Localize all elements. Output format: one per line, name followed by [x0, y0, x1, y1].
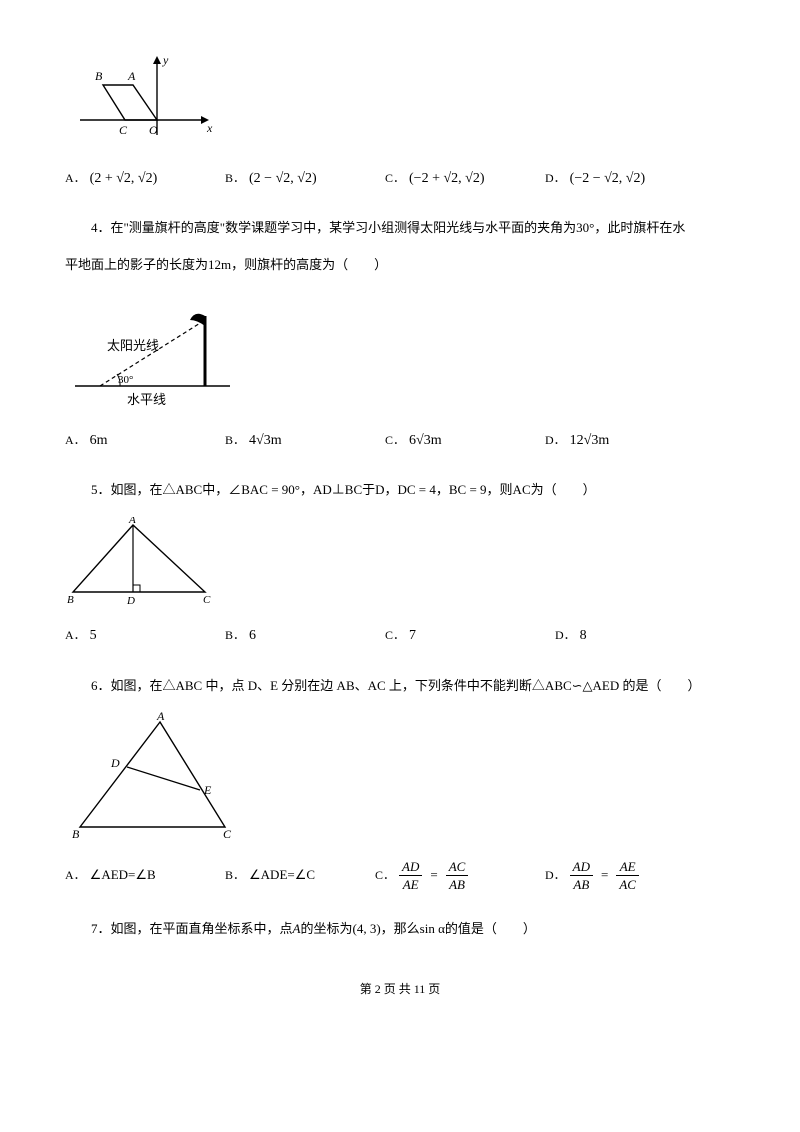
q3-option-b[interactable]: B． (2 − √2, √2): [225, 168, 385, 190]
q3-option-d[interactable]: D． (−2 − √2, √2): [545, 168, 645, 190]
option-label: A．: [65, 626, 86, 645]
option-value: 7: [409, 625, 416, 647]
q4-svg: 太阳光线 30° 水平线: [65, 292, 240, 412]
q5-option-d[interactable]: D． 8: [555, 625, 587, 647]
q6-figure: A B C D E: [65, 712, 735, 842]
label-sun: 太阳光线: [107, 338, 159, 353]
q6-option-a[interactable]: A． ∠AED=∠B: [65, 865, 225, 886]
q4-option-c[interactable]: C． 6√3m: [385, 430, 545, 452]
q6-option-b[interactable]: B． ∠ADE=∠C: [225, 865, 375, 886]
label-horizon: 水平线: [127, 392, 166, 407]
page-footer: 第 2 页 共 11 页: [65, 980, 735, 999]
label-A: A: [127, 69, 136, 83]
label-angle: 30°: [118, 374, 133, 386]
label-B: B: [67, 594, 74, 606]
fraction-lhs: AD AB: [570, 860, 593, 891]
option-label: C．: [385, 169, 405, 188]
q3-option-a[interactable]: A． (2 + √2, √2): [65, 168, 225, 190]
option-label: B．: [225, 626, 245, 645]
option-value: 6m: [90, 430, 108, 452]
option-value: 6√3m: [409, 430, 442, 452]
q5-option-b[interactable]: B． 6: [225, 625, 385, 647]
q4-text-line2: 平地面上的影子的长度为12m，则旗杆的高度为（ ）: [65, 255, 735, 276]
label-E: E: [203, 783, 212, 797]
q6-svg: A B C D E: [65, 712, 245, 842]
option-label: D．: [545, 169, 566, 188]
q4-figure: 太阳光线 30° 水平线: [65, 292, 735, 412]
q3-option-c[interactable]: C． (−2 + √2, √2): [385, 168, 545, 190]
q4-option-d[interactable]: D． 12√3m: [545, 430, 609, 452]
q4-text: 4．在"测量旗杆的高度"数学课题学习中，某学习小组测得太阳光线与水平面的夹角为3…: [65, 218, 735, 239]
option-value: 8: [580, 625, 587, 647]
option-label: B．: [225, 169, 245, 188]
option-value: (2 + √2, √2): [90, 168, 158, 190]
option-value: (−2 − √2, √2): [570, 168, 645, 190]
q5-option-c[interactable]: C． 7: [385, 625, 555, 647]
q5-figure: A B D C: [65, 517, 735, 607]
q5-text: 5．如图，在△ABC中，∠BAC = 90°，AD⊥BC于D，DC = 4，BC…: [65, 480, 735, 501]
q6-option-c[interactable]: C． AD AE = AC AB: [375, 860, 545, 891]
q5-svg: A B D C: [65, 517, 225, 607]
q4-option-b[interactable]: B． 4√3m: [225, 430, 385, 452]
q5-option-a[interactable]: A． 5: [65, 625, 225, 647]
q5-options: A． 5 B． 6 C． 7 D． 8: [65, 625, 735, 647]
label-D: D: [110, 756, 120, 770]
option-label: C．: [385, 431, 405, 450]
fraction-rhs: AC AB: [446, 860, 469, 891]
label-C: C: [223, 827, 232, 841]
option-label: D．: [545, 866, 566, 885]
option-label: C．: [385, 626, 405, 645]
option-value: 6: [249, 625, 256, 647]
label-y: y: [162, 53, 169, 67]
option-label: B．: [225, 431, 245, 450]
option-value: (2 − √2, √2): [249, 168, 317, 190]
label-O: O: [149, 123, 158, 137]
q4-options: A． 6m B． 4√3m C． 6√3m D． 12√3m: [65, 430, 735, 452]
q6-options: A． ∠AED=∠B B． ∠ADE=∠C C． AD AE = AC AB D…: [65, 860, 735, 891]
label-A: A: [156, 712, 165, 723]
fraction-rhs: AE AC: [616, 860, 639, 891]
option-label: D．: [545, 431, 566, 450]
option-label: C．: [375, 866, 395, 885]
q3-svg: y x B A C O: [65, 50, 215, 150]
q3-options: A． (2 + √2, √2) B． (2 − √2, √2) C． (−2 +…: [65, 168, 735, 190]
option-value: ∠ADE=∠C: [249, 865, 315, 886]
option-label: A．: [65, 431, 86, 450]
label-x: x: [206, 121, 213, 135]
option-label: A．: [65, 866, 86, 885]
option-value: 12√3m: [570, 430, 610, 452]
label-B: B: [95, 69, 103, 83]
option-label: A．: [65, 169, 86, 188]
q6-text: 6．如图，在△ABC 中，点 D、E 分别在边 AB、AC 上，下列条件中不能判…: [65, 676, 735, 697]
q7-text: 7．如图，在平面直角坐标系中，点A的坐标为(4, 3)，那么sin α的值是（ …: [65, 919, 735, 940]
option-value: 4√3m: [249, 430, 282, 452]
fraction-lhs: AD AE: [399, 860, 422, 891]
option-value: 5: [90, 625, 97, 647]
label-D: D: [126, 595, 135, 607]
option-label: B．: [225, 866, 245, 885]
label-B: B: [72, 827, 80, 841]
label-A: A: [128, 517, 136, 526]
label-C: C: [119, 123, 128, 137]
q4-option-a[interactable]: A． 6m: [65, 430, 225, 452]
label-C: C: [203, 594, 211, 606]
option-value: ∠AED=∠B: [90, 865, 156, 886]
option-label: D．: [555, 626, 576, 645]
q6-option-d[interactable]: D． AD AB = AE AC: [545, 860, 639, 891]
q3-figure: y x B A C O: [65, 50, 735, 150]
option-value: (−2 + √2, √2): [409, 168, 484, 190]
